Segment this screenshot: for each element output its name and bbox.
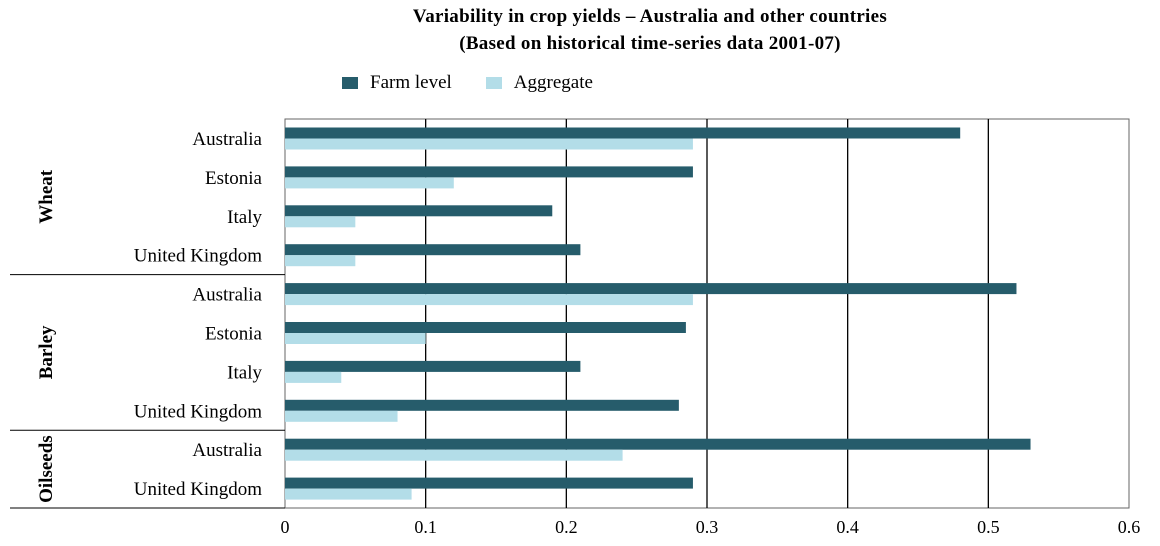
bar-aggregate <box>285 371 342 383</box>
bar-aggregate <box>285 177 454 189</box>
legend: Farm level Aggregate <box>342 72 627 94</box>
bar-farm-level <box>285 205 553 217</box>
x-tick-label: 0.1 <box>414 517 437 537</box>
bar-aggregate <box>285 449 623 461</box>
category-label: United Kingdom <box>134 246 262 267</box>
legend-label-aggregate: Aggregate <box>513 72 593 93</box>
group-label: Barley <box>36 325 57 379</box>
x-tick-label: 0.2 <box>555 517 578 537</box>
legend-item-aggregate: Aggregate <box>485 72 593 94</box>
category-label: Australia <box>192 129 262 150</box>
bar-aggregate <box>285 410 398 422</box>
bar-aggregate <box>285 255 356 267</box>
x-tick-label: 0.5 <box>977 517 1000 537</box>
bar-farm-level <box>285 477 693 489</box>
bar-aggregate <box>285 294 693 306</box>
bar-farm-level <box>285 283 1017 295</box>
legend-label-farm-level: Farm level <box>370 72 452 93</box>
bar-farm-level <box>285 399 679 411</box>
category-label: Estonia <box>205 168 263 189</box>
chart-title: Variability in crop yields – Australia a… <box>412 6 888 27</box>
category-label: United Kingdom <box>134 401 262 422</box>
legend-swatch-farm-level <box>342 77 358 89</box>
legend-swatch-aggregate <box>485 77 502 89</box>
bar-aggregate <box>285 216 356 228</box>
group-label: Oilseeds <box>36 435 57 503</box>
x-tick-label: 0.6 <box>1118 517 1141 537</box>
bar-farm-level <box>285 360 581 372</box>
category-label: United Kingdom <box>134 479 262 500</box>
bar-aggregate <box>285 333 426 344</box>
bar-farm-level <box>285 166 693 178</box>
category-label: Australia <box>192 440 262 461</box>
bar-farm-level <box>285 438 1031 450</box>
group-label: Wheat <box>36 169 57 224</box>
category-label: Estonia <box>205 324 263 345</box>
x-tick-label: 0.4 <box>836 517 859 537</box>
x-tick-label: 0 <box>281 517 290 537</box>
x-tick-label: 0.3 <box>696 517 719 537</box>
bar-farm-level <box>285 244 581 256</box>
bar-farm-level <box>285 127 961 139</box>
category-label: Italy <box>227 362 262 383</box>
bar-farm-level <box>285 322 686 333</box>
chart-subtitle: (Based on historical time-series data 20… <box>459 33 841 54</box>
legend-item-farm-level: Farm level <box>342 72 452 94</box>
category-label: Australia <box>192 285 262 306</box>
category-label: Italy <box>227 207 262 228</box>
bar-aggregate <box>285 138 693 150</box>
bar-aggregate <box>285 488 412 500</box>
